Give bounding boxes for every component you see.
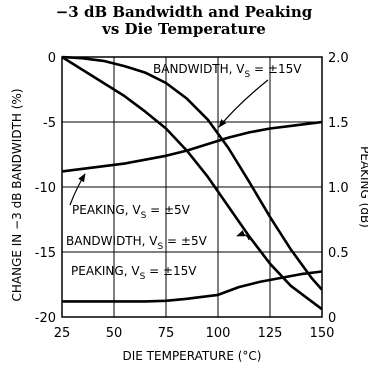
y-right-tick-label: 2.0	[328, 51, 349, 66]
grid	[61, 56, 323, 318]
x-axis-label: DIE TEMPERATURE (°C)	[123, 349, 262, 363]
x-tick-label: 150	[310, 326, 335, 341]
series-peaking-15v	[62, 270, 323, 303]
series-lines	[61, 55, 323, 311]
y-left-tick-label: 0	[48, 51, 56, 66]
series-annotations: BANDWIDTH, VS = ±15V PEAKING, VS = ±5V BAN…	[66, 62, 302, 282]
series-bandwidth-5v	[61, 55, 323, 311]
y-right-tick-label: 0.5	[328, 246, 349, 261]
annotation-peaking-15v: PEAKING, VS = ±15V	[71, 264, 197, 282]
chart-title-line-1: −3 dB Bandwidth and Peaking	[55, 3, 313, 21]
x-tick-label: 100	[206, 326, 231, 341]
series-peaking-5v	[61, 120, 323, 173]
annotation-bandwidth-15v: BANDWIDTH, VS = ±15V	[153, 62, 302, 80]
x-tick-label: 125	[258, 326, 283, 341]
y-axis-right-label: PEAKING (dB)	[358, 146, 368, 228]
y-right-tick-label: 1.0	[328, 181, 349, 196]
y-right-tick-label: 0	[328, 311, 336, 326]
y-right-tick-label: 1.5	[328, 116, 349, 131]
y-left-tick-label: -20	[35, 311, 56, 326]
series-bandwidth-15v	[61, 55, 323, 291]
y-left-tick-label: -15	[35, 246, 56, 261]
y-left-tick-label: -10	[35, 181, 56, 196]
y-left-tick-label: -5	[43, 116, 56, 131]
y-axis-left-label: CHANGE IN −3 dB BANDWIDTH (%)	[10, 88, 24, 301]
annotation-bandwidth-5v: BANDWIDTH, VS = ±5V	[66, 234, 208, 252]
chart-title-line-2: vs Die Temperature	[102, 20, 266, 38]
leader-peaking-5v	[69, 173, 86, 206]
x-tick-label: 25	[54, 326, 71, 341]
leader-bandwidth-15v	[218, 79, 269, 128]
plot-frame	[61, 56, 323, 318]
annotation-leaders	[69, 79, 269, 241]
x-tick-label: 75	[158, 326, 175, 341]
annotation-peaking-5v: PEAKING, VS = ±5V	[72, 203, 191, 221]
chart-title: −3 dB Bandwidth and Peaking vs Die Tempe…	[0, 4, 368, 38]
x-tick-label: 50	[106, 326, 123, 341]
leader-bandwidth-5v	[236, 230, 250, 241]
